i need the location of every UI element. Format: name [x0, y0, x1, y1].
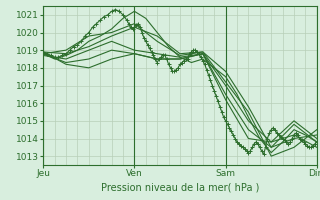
X-axis label: Pression niveau de la mer( hPa ): Pression niveau de la mer( hPa ) — [101, 182, 259, 192]
